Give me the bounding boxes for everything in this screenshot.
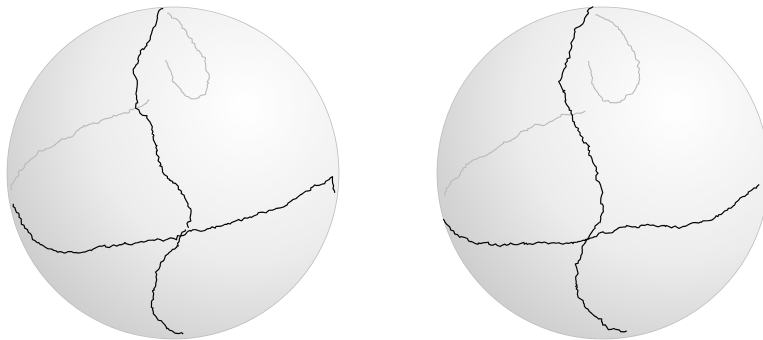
right-back-paths (444, 14, 641, 196)
right-front-curve-vertical-top (558, 6, 604, 224)
left-sphere (6, 6, 340, 340)
right-sphere (436, 6, 763, 340)
left-front-curve-vertical-bottom (150, 229, 187, 335)
left-front-curve-vertical-top (132, 7, 192, 229)
left-front-curve-horizontal-right (187, 176, 336, 233)
right-front-curve-vertical-bottom (574, 221, 627, 333)
left-back-curve-upper (165, 12, 210, 100)
left-front-curve-horizontal-left (12, 203, 188, 254)
left-front-paths (12, 7, 336, 335)
right-front-curve-horizontal-left (442, 218, 600, 248)
left-back-paths (10, 12, 210, 190)
left-sphere-panel (6, 6, 340, 340)
right-back-curve-upper (587, 14, 641, 104)
right-sphere-panel (436, 6, 763, 340)
right-front-curve-horizontal-right (599, 183, 760, 234)
right-front-paths (442, 6, 760, 333)
right-back-curve-left (444, 110, 586, 196)
left-back-curve-left (10, 99, 150, 190)
